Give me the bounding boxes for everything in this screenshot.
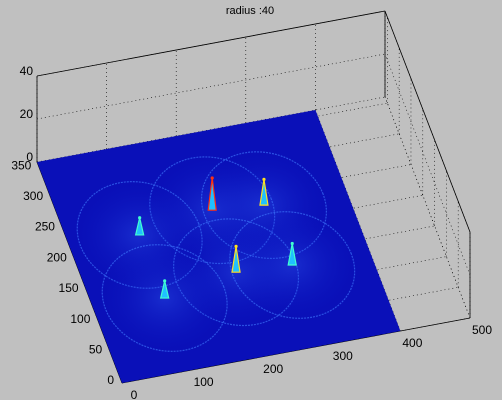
y-tick-label: 350 [11, 158, 31, 172]
chart-title: radius :40 [226, 5, 274, 17]
peak [134, 217, 145, 236]
y-tick-label: 150 [59, 281, 79, 295]
back-wall [37, 11, 385, 162]
z-tick-label: 20 [20, 107, 34, 121]
z-tick-label: 0 [26, 150, 33, 164]
y-tick-label: 300 [23, 189, 43, 203]
x-tick-label: 0 [131, 388, 138, 400]
peak [207, 177, 217, 211]
grid-line [384, 96, 471, 319]
grid-line [384, 53, 471, 276]
x-tick-label: 300 [333, 349, 353, 363]
peak [287, 243, 297, 266]
peak-top [262, 177, 266, 181]
y-tick-label: 100 [70, 312, 90, 326]
z-tick-label: 40 [20, 64, 34, 78]
surface [37, 110, 401, 383]
y-tick-label: 200 [47, 250, 67, 264]
axis-line [36, 10, 386, 77]
peak [259, 179, 269, 206]
x-tick-label: 500 [472, 323, 492, 337]
x-tick-label: 400 [402, 336, 422, 350]
y-tick-label: 50 [89, 342, 103, 356]
peak [159, 280, 170, 299]
grid-line [384, 96, 471, 319]
y-tick-label: 250 [35, 220, 55, 234]
peak-top [163, 279, 167, 283]
peak-top [210, 176, 214, 180]
axis-line [384, 10, 471, 233]
peak [231, 246, 241, 273]
peak-top [138, 216, 142, 220]
peak-top [234, 244, 238, 249]
x-tick-label: 100 [194, 375, 214, 389]
peak-top [290, 241, 294, 246]
y-tick-label: 0 [107, 373, 114, 387]
x-tick-label: 200 [263, 362, 283, 376]
